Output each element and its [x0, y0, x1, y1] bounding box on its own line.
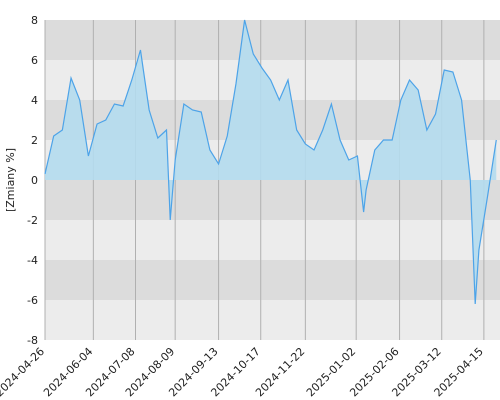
y-tick-label: -6 [27, 294, 38, 307]
background-band [45, 260, 500, 300]
y-tick-label: 4 [31, 94, 38, 107]
y-tick-label: -2 [27, 214, 38, 227]
y-tick-label: -8 [27, 334, 38, 347]
y-tick-label: 6 [31, 54, 38, 67]
background-band [45, 20, 500, 60]
y-tick-label: 0 [31, 174, 38, 187]
x-tick-label: 2024-04-26 [0, 345, 47, 399]
y-axis-label: [Zmiany %] [4, 148, 17, 212]
y-tick-label: -4 [27, 254, 38, 267]
line [44, 19, 497, 305]
background-band [45, 300, 500, 340]
background-band [45, 180, 500, 220]
background-band [45, 220, 500, 260]
y-tick-label: 8 [31, 14, 38, 27]
area-fill [45, 20, 497, 304]
y-tick-label: 2 [31, 134, 38, 147]
